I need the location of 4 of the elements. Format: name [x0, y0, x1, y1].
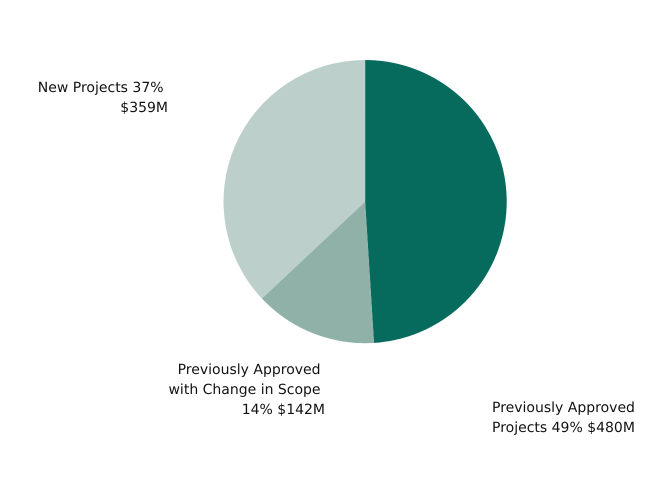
data-label: 14% $142M: [242, 402, 325, 418]
slice-label: Previously Approved with Change in Scope: [168, 362, 325, 398]
slice-label: New Projects 37% $359M: [38, 80, 168, 116]
slice-label: Previously Approved Projects 49% $480M: [492, 400, 640, 436]
